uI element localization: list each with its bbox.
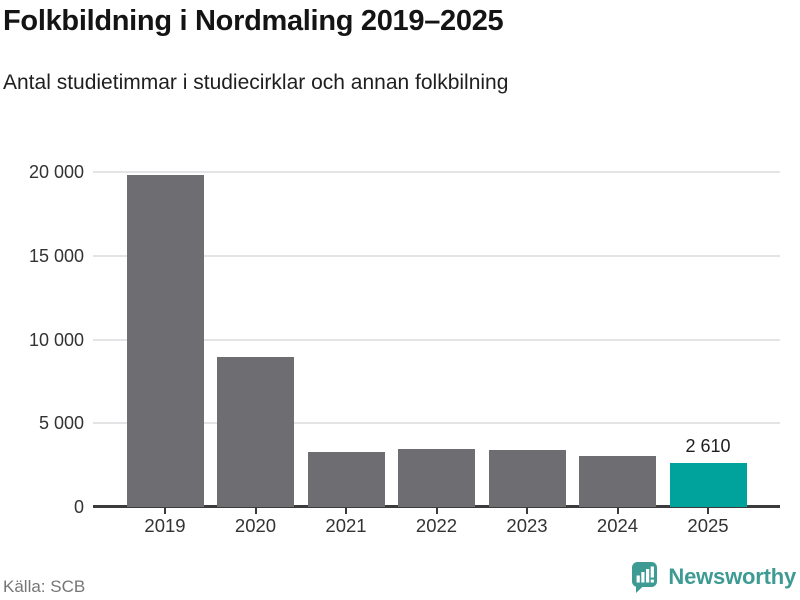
x-axis-label-2019: 2019 — [144, 515, 186, 536]
x-axis-label-2025: 2025 — [687, 515, 729, 536]
axis-tick-2020 — [254, 508, 257, 514]
bar-2019 — [126, 175, 204, 507]
bar-2023 — [488, 450, 566, 507]
newsworthy-pin-barchart-icon — [632, 562, 658, 593]
x-axis-label-2022: 2022 — [415, 515, 458, 536]
newsworthy-branding: Newsworthy — [631, 561, 796, 593]
axis-tick-2023 — [526, 508, 528, 514]
axis-tick-2019 — [164, 508, 166, 514]
chart-subtitle: Antal studietimmar i studiecirklar och a… — [3, 71, 509, 94]
x-axis-label-2024: 2024 — [596, 515, 639, 536]
axis-tick-2022 — [435, 508, 438, 514]
bar-2022 — [398, 449, 475, 507]
brand-name: Newsworthy — [668, 564, 796, 589]
y-axis-label: 5 000 — [38, 413, 84, 434]
y-axis-label: 20 000 — [28, 162, 84, 182]
source-note: Källa: SCB — [3, 577, 86, 596]
chart-title: Folkbildning i Nordmaling 2019–2025 — [3, 5, 504, 37]
gridline-10000 — [93, 338, 780, 341]
x-axis-label-2023: 2023 — [506, 515, 548, 536]
axis-tick-2021 — [345, 508, 347, 514]
bar-2025 — [669, 463, 747, 507]
gridline-15000 — [93, 254, 780, 257]
x-axis-label-2021: 2021 — [325, 515, 367, 536]
y-axis-label: 10 000 — [28, 329, 84, 350]
y-axis-label: 15 000 — [28, 245, 84, 266]
bar-2020 — [217, 357, 294, 507]
value-label-2025: 2 610 — [685, 436, 731, 457]
x-axis-label-2020: 2020 — [234, 515, 277, 536]
axis-tick-2025 — [707, 508, 709, 514]
y-axis-label: 0 — [73, 497, 84, 517]
axis-tick-2024 — [616, 508, 619, 514]
bar-2021 — [307, 451, 385, 507]
gridline-5000 — [93, 422, 780, 425]
bar-2024 — [579, 455, 656, 507]
gridline-20000 — [93, 171, 780, 173]
